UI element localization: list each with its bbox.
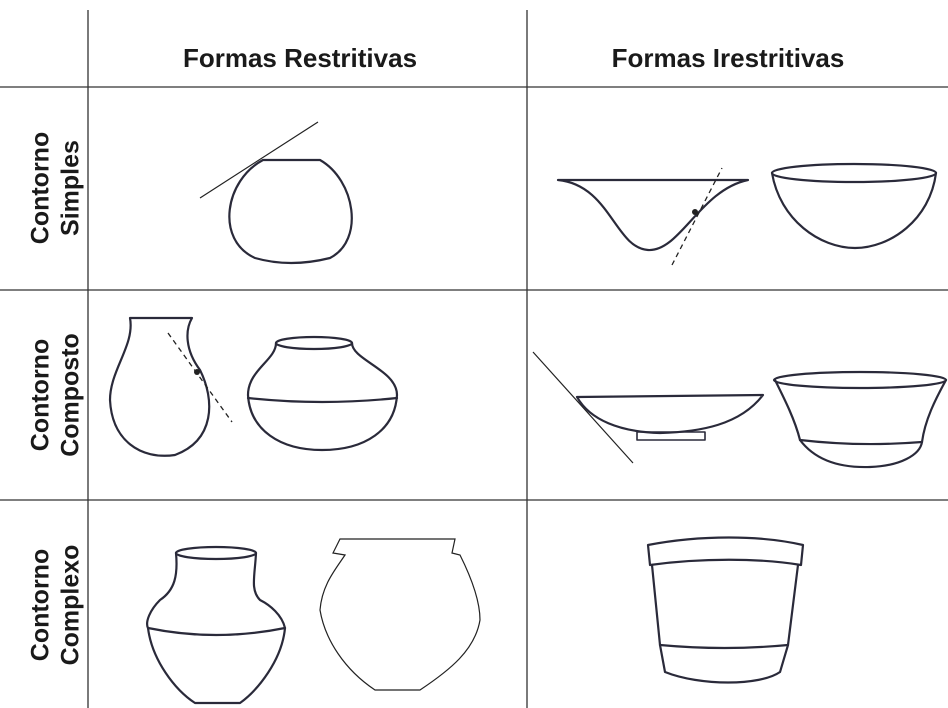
row-label: Composto	[57, 333, 85, 457]
tangent-line	[671, 167, 723, 266]
pot-drawing	[556, 178, 750, 252]
pot-carination	[246, 396, 399, 404]
pot-drawing	[575, 393, 765, 435]
tangent-line	[199, 121, 319, 199]
pot-drawing	[228, 158, 353, 265]
tangent-point	[692, 209, 698, 215]
column-header: Formas Irestritivas	[612, 43, 845, 73]
pot-rim	[174, 545, 258, 561]
pot-foot	[636, 431, 706, 441]
tangent-point	[194, 369, 200, 375]
row-label: Contorno	[27, 549, 55, 661]
pot-drawing	[108, 316, 211, 457]
pot-rim	[770, 162, 938, 184]
pot-drawing	[319, 538, 481, 691]
pot-drawing	[246, 341, 399, 452]
pot-rim	[646, 536, 805, 567]
row-label: Contorno	[27, 339, 55, 451]
row-label: Contorno	[27, 132, 55, 244]
tangent-line	[532, 351, 634, 464]
pot-rim	[274, 335, 354, 351]
row-label: Simples	[57, 140, 85, 236]
column-header: Formas Restritivas	[183, 43, 417, 73]
pot-drawing	[146, 551, 287, 705]
pot-rim	[772, 370, 948, 390]
row-label: Complexo	[57, 545, 85, 666]
pot-carination	[798, 438, 924, 446]
pot-carination	[658, 643, 790, 650]
pot-carination	[146, 626, 287, 637]
tangent-line	[167, 332, 233, 423]
pot-drawing	[650, 563, 800, 684]
pot-drawing	[773, 378, 948, 469]
pot-drawing	[770, 171, 938, 250]
